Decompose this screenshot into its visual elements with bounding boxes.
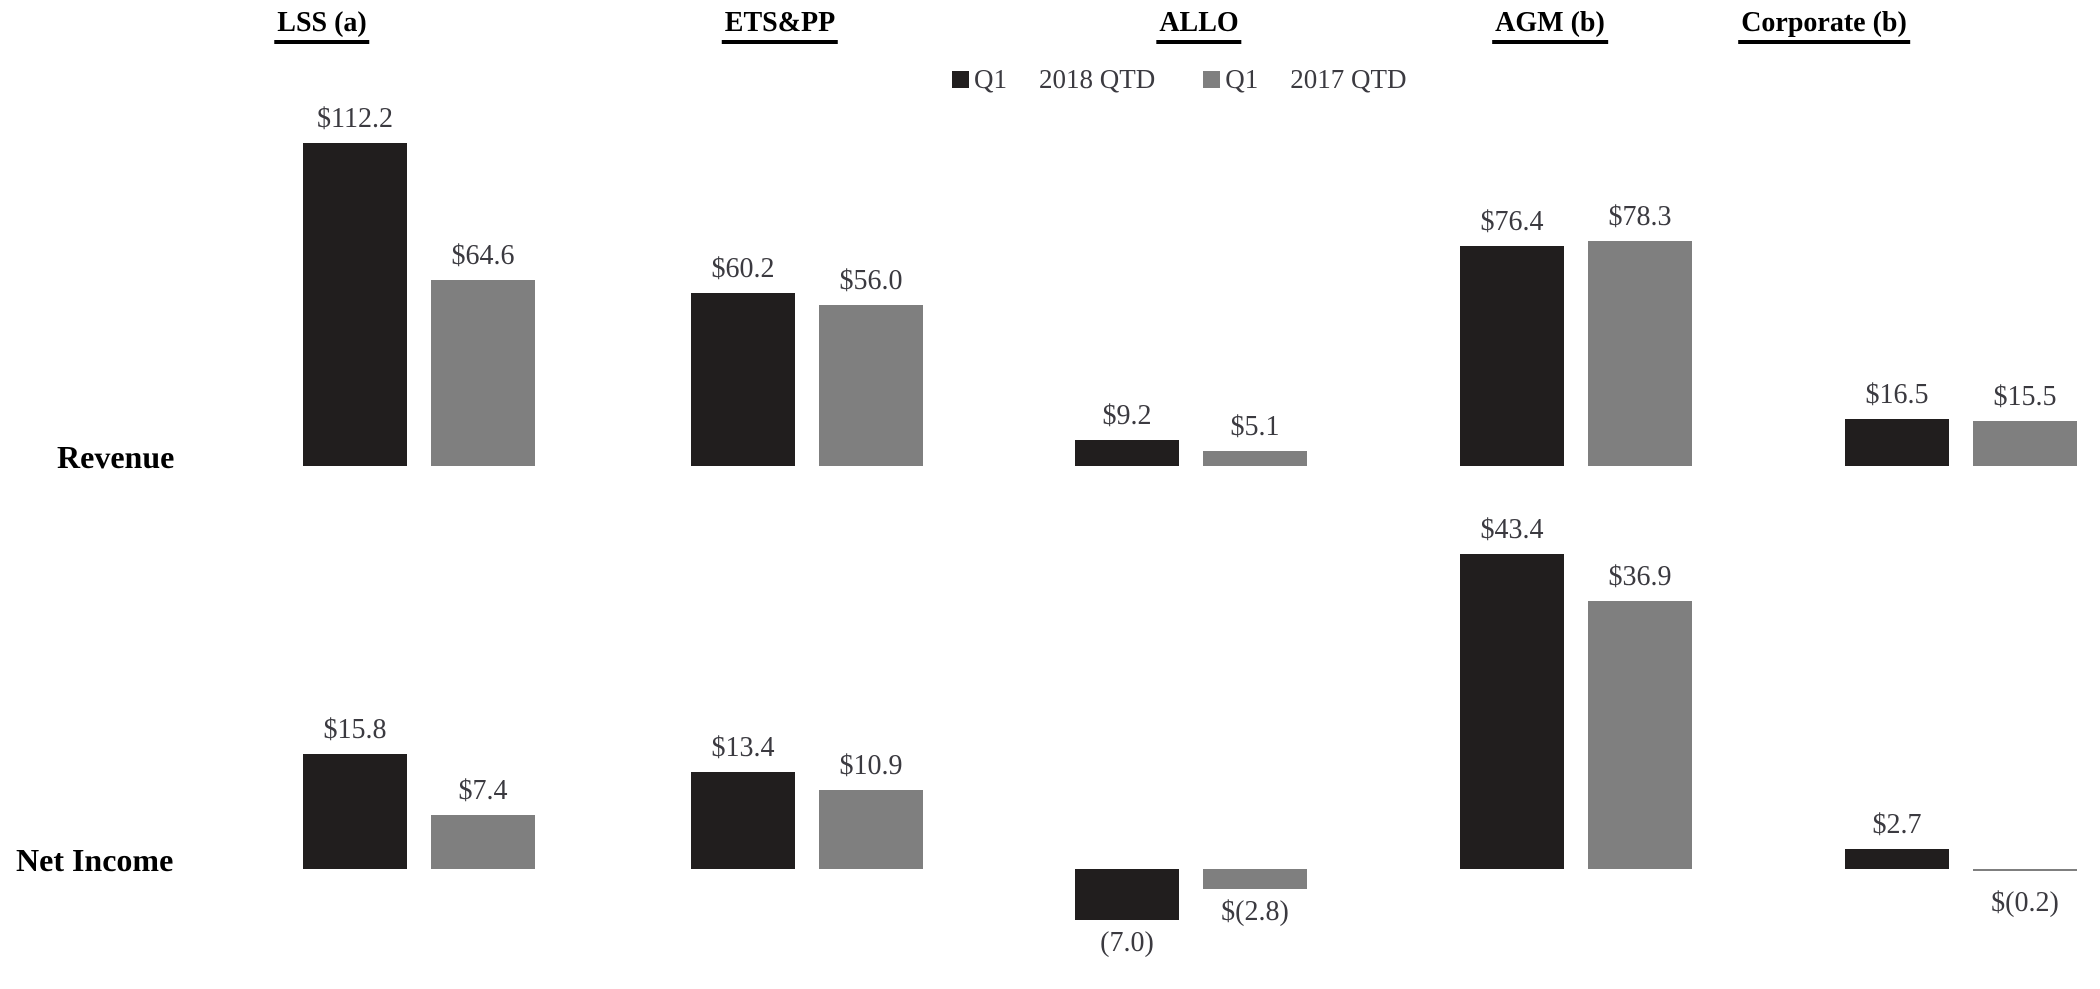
bar-net-income-corporate-2018: [1845, 849, 1949, 869]
bar-revenue-lss-2018: [303, 143, 407, 466]
bar-net-income-allo-2018: [1075, 869, 1179, 920]
bar-net-income-lss-2018: [303, 754, 407, 869]
value-label-revenue-lss-2018: $112.2: [317, 103, 393, 134]
segment-header-allo: ALLO: [1156, 7, 1242, 44]
value-label-revenue-allo-2017: $5.1: [1230, 411, 1280, 442]
bar-net-income-corporate-2017: [1973, 869, 2077, 871]
legend-item-2018: Q1 2018 QTD: [952, 66, 1155, 93]
value-label-revenue-etspp-2017: $56.0: [839, 265, 903, 296]
value-label-revenue-lss-2017: $64.6: [451, 240, 515, 271]
value-label-revenue-agm-2017: $78.3: [1608, 201, 1672, 232]
bar-revenue-allo-2017: [1203, 451, 1307, 466]
value-label-revenue-allo-2018: $9.2: [1102, 400, 1152, 431]
value-label-net-income-corporate-2017: $(0.2): [1991, 887, 2059, 918]
bar-net-income-etspp-2017: [819, 790, 923, 869]
value-label-net-income-allo-2017: $(2.8): [1221, 896, 1289, 927]
bar-revenue-allo-2018: [1075, 440, 1179, 466]
segment-header-corporate: Corporate (b): [1738, 7, 1910, 44]
value-label-net-income-corporate-2018: $2.7: [1872, 809, 1922, 840]
bar-revenue-corporate-2017: [1973, 421, 2077, 466]
value-label-revenue-agm-2018: $76.4: [1480, 206, 1544, 237]
row-label-revenue: Revenue: [57, 439, 175, 475]
bar-revenue-etspp-2018: [691, 293, 795, 466]
bar-net-income-allo-2017: [1203, 869, 1307, 889]
value-label-net-income-agm-2017: $36.9: [1608, 561, 1672, 592]
bar-net-income-agm-2017: [1588, 601, 1692, 869]
value-label-net-income-lss-2017: $7.4: [458, 775, 508, 806]
legend-label-period: 2018 QTD: [1039, 64, 1156, 94]
legend-label-q: Q1: [1225, 64, 1259, 94]
bar-net-income-etspp-2018: [691, 772, 795, 869]
bar-net-income-agm-2018: [1460, 554, 1564, 869]
bar-revenue-etspp-2017: [819, 305, 923, 466]
value-label-net-income-etspp-2018: $13.4: [711, 732, 775, 763]
value-label-revenue-corporate-2017: $15.5: [1993, 381, 2057, 412]
bar-revenue-agm-2018: [1460, 246, 1564, 466]
value-label-net-income-etspp-2017: $10.9: [839, 750, 903, 781]
value-label-net-income-lss-2018: $15.8: [323, 714, 387, 745]
legend-label-period: 2017 QTD: [1290, 64, 1407, 94]
legend-item-2017: Q1 2017 QTD: [1203, 64, 1407, 94]
value-label-revenue-corporate-2018: $16.5: [1865, 379, 1929, 410]
row-label-net-income: Net Income: [16, 842, 174, 878]
bar-net-income-lss-2017: [431, 815, 535, 869]
legend-swatch-icon: [1203, 71, 1221, 88]
value-label-net-income-allo-2018: (7.0): [1100, 927, 1154, 958]
bar-revenue-corporate-2018: [1845, 419, 1949, 466]
segment-header-agm: AGM (b): [1492, 7, 1608, 44]
legend-swatch-icon: [952, 71, 969, 88]
value-label-revenue-etspp-2018: $60.2: [711, 253, 775, 284]
legend-label-q: Q1: [974, 64, 1007, 94]
segment-header-etspp: ETS&PP: [721, 7, 839, 44]
bar-revenue-lss-2017: [431, 280, 535, 466]
chart-legend: Q1 2018 QTD Q1 2017 QTD: [952, 66, 1407, 93]
bar-revenue-agm-2017: [1588, 241, 1692, 466]
segment-header-lss: LSS (a): [274, 7, 370, 44]
value-label-net-income-agm-2018: $43.4: [1480, 514, 1544, 545]
